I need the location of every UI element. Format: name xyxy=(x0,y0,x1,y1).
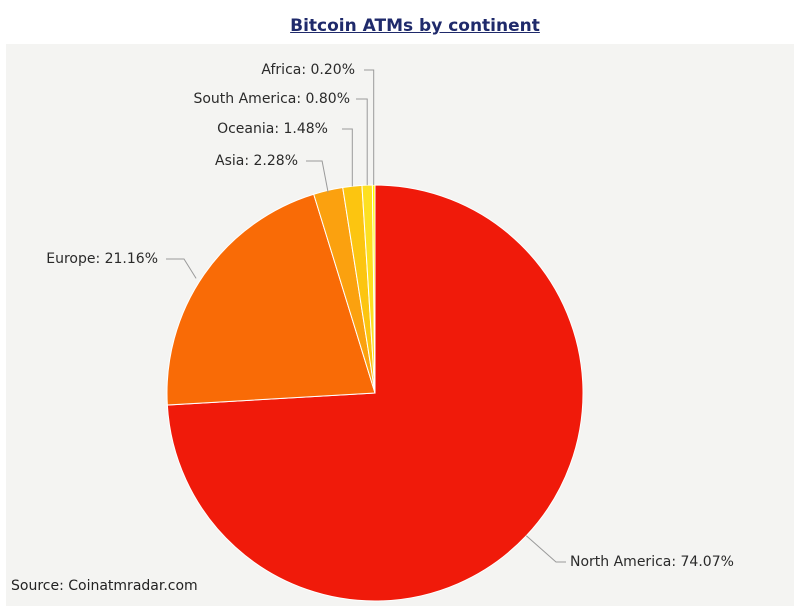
connector-north-america xyxy=(525,535,566,563)
pie-slice-africa xyxy=(371,184,376,394)
source-note: Source: Coinatmradar.com xyxy=(11,578,198,594)
connector-oceania xyxy=(342,128,353,187)
label-europe: Europe: 21.16% xyxy=(46,251,158,267)
pie-slice-europe xyxy=(166,193,376,406)
label-asia: Asia: 2.28% xyxy=(215,153,298,169)
connector-south-america xyxy=(356,98,368,186)
label-oceania: Oceania: 1.48% xyxy=(217,121,328,137)
chart-title: Bitcoin ATMs by continent xyxy=(290,16,540,36)
connector-africa xyxy=(364,69,375,185)
label-south-america: South America: 0.80% xyxy=(193,91,350,107)
connector-europe xyxy=(166,258,197,279)
label-north-america: North America: 74.07% xyxy=(570,554,734,570)
label-africa: Africa: 0.20% xyxy=(261,62,355,78)
connector-asia xyxy=(306,160,329,193)
